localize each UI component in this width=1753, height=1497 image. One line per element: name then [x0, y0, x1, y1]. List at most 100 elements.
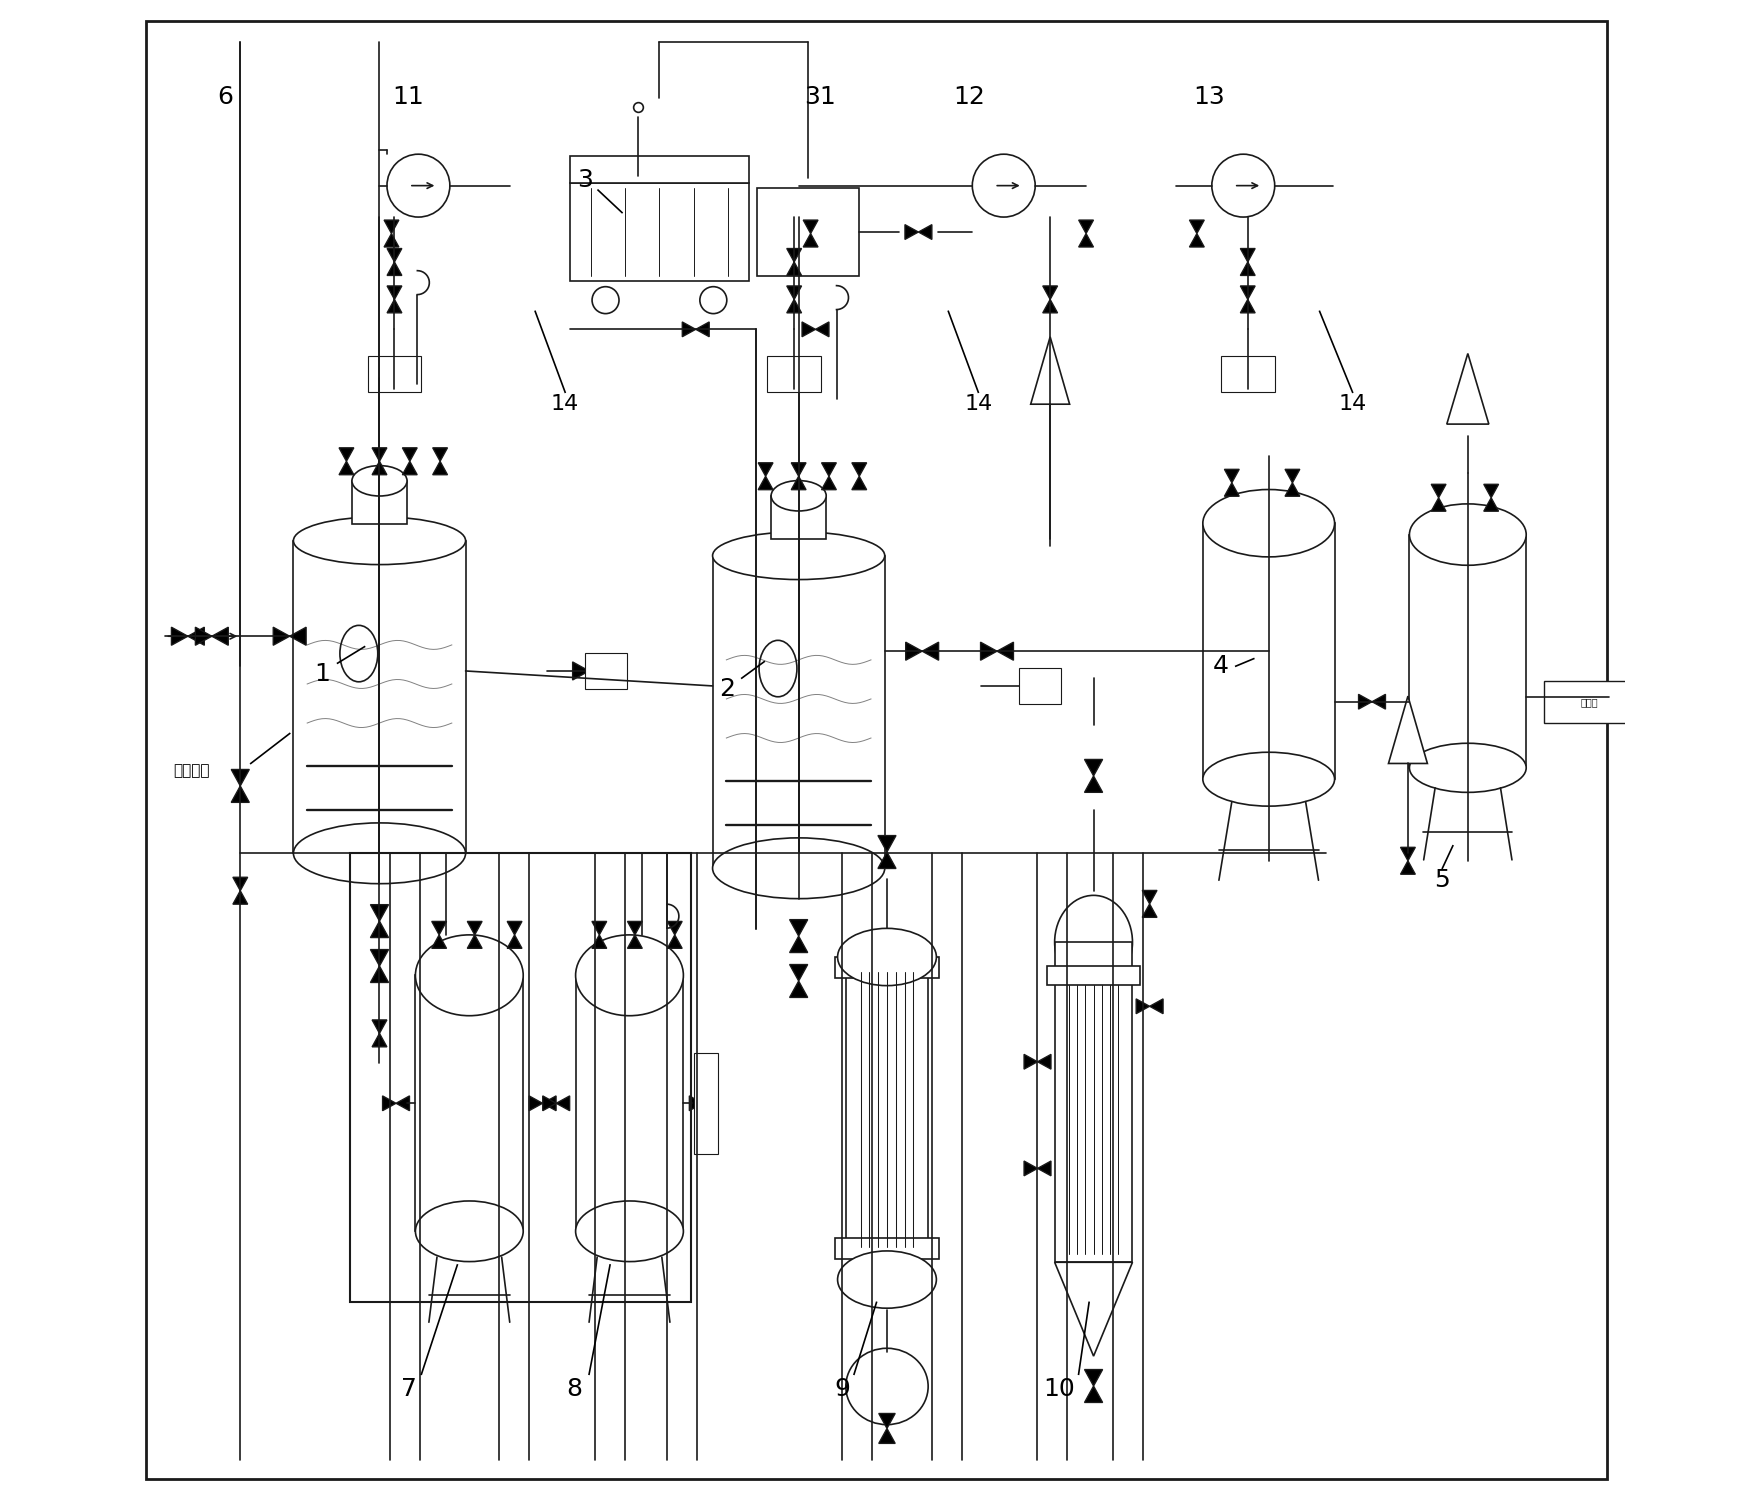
Polygon shape — [1430, 484, 1446, 497]
Bar — [368, 356, 421, 392]
Ellipse shape — [771, 481, 826, 510]
Polygon shape — [593, 921, 607, 934]
Ellipse shape — [575, 1201, 684, 1262]
Ellipse shape — [1203, 751, 1334, 805]
Text: 9: 9 — [834, 1377, 850, 1401]
Polygon shape — [1285, 482, 1299, 496]
Polygon shape — [338, 461, 354, 475]
Bar — [768, 356, 820, 392]
Polygon shape — [1241, 299, 1255, 313]
Polygon shape — [696, 322, 710, 337]
Polygon shape — [1085, 1386, 1103, 1403]
Polygon shape — [370, 966, 389, 982]
Polygon shape — [1038, 1162, 1052, 1175]
Ellipse shape — [293, 823, 466, 883]
Polygon shape — [628, 921, 642, 934]
Polygon shape — [1024, 1162, 1038, 1175]
Polygon shape — [431, 934, 447, 949]
Polygon shape — [906, 642, 922, 660]
Polygon shape — [1401, 861, 1415, 874]
Polygon shape — [372, 461, 387, 475]
Polygon shape — [1446, 353, 1488, 424]
Ellipse shape — [340, 626, 379, 681]
Text: 10: 10 — [1043, 1377, 1075, 1401]
Bar — [575, 976, 684, 1231]
Polygon shape — [1078, 220, 1094, 234]
Polygon shape — [878, 1428, 896, 1443]
Polygon shape — [789, 964, 808, 981]
Polygon shape — [919, 225, 933, 240]
Polygon shape — [1043, 299, 1057, 313]
Ellipse shape — [712, 838, 885, 898]
Ellipse shape — [1409, 504, 1527, 566]
Polygon shape — [1024, 1054, 1038, 1069]
Text: 11: 11 — [393, 85, 424, 109]
Polygon shape — [878, 1413, 896, 1428]
Polygon shape — [1241, 286, 1255, 299]
Polygon shape — [791, 476, 806, 490]
Polygon shape — [403, 461, 417, 475]
Polygon shape — [433, 461, 447, 475]
Polygon shape — [1359, 695, 1373, 710]
Polygon shape — [1430, 497, 1446, 510]
Text: 7: 7 — [401, 1377, 417, 1401]
Ellipse shape — [973, 154, 1036, 217]
Polygon shape — [387, 286, 401, 299]
Ellipse shape — [1055, 895, 1132, 990]
Polygon shape — [789, 919, 808, 936]
Polygon shape — [382, 1096, 396, 1111]
Polygon shape — [1055, 1262, 1132, 1356]
Text: 5: 5 — [1434, 868, 1450, 892]
Polygon shape — [231, 769, 249, 786]
Ellipse shape — [712, 531, 885, 579]
Bar — [415, 976, 522, 1231]
Text: 14: 14 — [1339, 394, 1367, 415]
Bar — [349, 853, 691, 1302]
Text: 6: 6 — [217, 85, 233, 109]
Polygon shape — [1241, 249, 1255, 262]
Text: 13: 13 — [1194, 85, 1225, 109]
Polygon shape — [543, 1096, 556, 1111]
Bar — [584, 653, 626, 689]
Bar — [771, 496, 826, 539]
Polygon shape — [1190, 220, 1204, 234]
Ellipse shape — [593, 287, 619, 313]
Ellipse shape — [415, 934, 522, 1015]
Bar — [845, 963, 927, 1253]
Bar — [293, 540, 466, 853]
Bar — [1055, 942, 1132, 1262]
Bar — [570, 156, 749, 184]
Polygon shape — [1031, 337, 1069, 404]
Polygon shape — [233, 891, 247, 904]
Polygon shape — [852, 476, 866, 490]
Polygon shape — [803, 220, 819, 234]
Bar — [1047, 966, 1139, 985]
Ellipse shape — [1211, 154, 1274, 217]
Polygon shape — [759, 463, 773, 476]
Ellipse shape — [387, 154, 451, 217]
Bar — [1409, 534, 1527, 768]
Text: 2: 2 — [719, 677, 735, 701]
Polygon shape — [507, 921, 522, 934]
Ellipse shape — [1409, 744, 1527, 792]
Polygon shape — [387, 299, 401, 313]
Polygon shape — [387, 249, 401, 262]
Ellipse shape — [293, 516, 466, 564]
Polygon shape — [370, 949, 389, 966]
Polygon shape — [878, 835, 896, 852]
Polygon shape — [172, 627, 188, 645]
Polygon shape — [787, 262, 801, 275]
Polygon shape — [370, 921, 389, 937]
Polygon shape — [556, 1096, 570, 1111]
Polygon shape — [980, 642, 997, 660]
Polygon shape — [822, 463, 836, 476]
Polygon shape — [507, 934, 522, 949]
Ellipse shape — [699, 287, 727, 313]
Polygon shape — [433, 448, 447, 461]
Polygon shape — [791, 463, 806, 476]
Bar — [694, 1052, 719, 1154]
Polygon shape — [1043, 286, 1057, 299]
Polygon shape — [922, 642, 938, 660]
Polygon shape — [628, 934, 642, 949]
Polygon shape — [372, 1033, 387, 1046]
